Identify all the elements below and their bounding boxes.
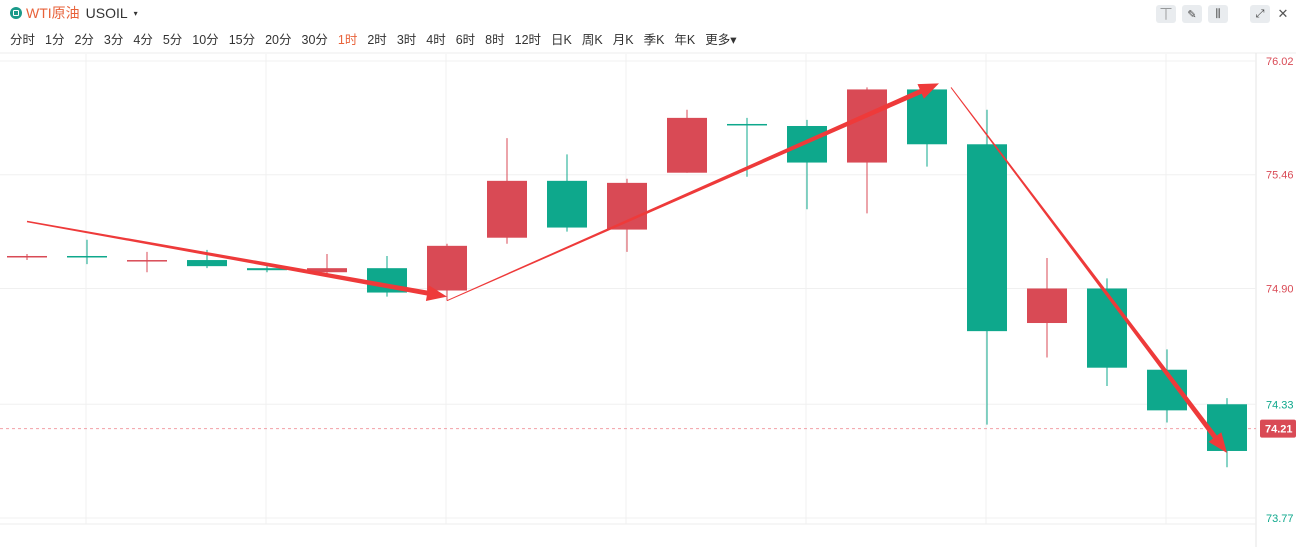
candle-body-7	[427, 245, 467, 291]
candle-body-14	[847, 89, 887, 163]
pencil-icon[interactable]: ✎	[1182, 5, 1202, 23]
tab-17[interactable]: 日K	[551, 33, 572, 47]
tab-0[interactable]: 分时	[10, 33, 36, 47]
tab-1[interactable]: 1分	[45, 33, 65, 47]
y-tick-label-3: 74.33	[1266, 399, 1294, 411]
symbol-title[interactable]: WTI原油 USOIL ▾	[10, 4, 138, 22]
candle-body-4	[247, 268, 287, 271]
tab-6[interactable]: 10分	[192, 33, 219, 47]
tab-15[interactable]: 8时	[485, 33, 505, 47]
candle-body-16	[967, 144, 1007, 332]
candle-body-0	[7, 255, 47, 258]
trend-arrow-2	[950, 87, 1227, 454]
candle-body-13	[787, 125, 827, 163]
tab-14[interactable]: 6时	[455, 33, 476, 47]
close-icon[interactable]: ✕	[1277, 6, 1289, 21]
tab-13[interactable]: 4时	[426, 33, 446, 47]
tab-21[interactable]: 年K	[674, 33, 696, 47]
chart-header: WTI原油 USOIL ▾ 分时 1分 2分 3分 4分 5分 10分 15分 20分 30分 1时…	[0, 0, 1296, 52]
candle-body-3	[187, 260, 227, 267]
symbol-icon	[10, 7, 22, 19]
candle-body-11	[667, 117, 707, 173]
timeframe-tabs: 分时 1分 2分 3分 4分 5分 10分 15分 20分 30分 1时 2时 3时 4时 6时 8时 12时日…	[10, 29, 747, 48]
tab-12[interactable]: 3时	[396, 33, 417, 47]
tab-10[interactable]: 1时	[337, 33, 358, 47]
fullscreen-icon[interactable]: ⤢	[1250, 5, 1270, 23]
y-tick-label-1: 75.46	[1266, 170, 1294, 182]
tab-4[interactable]: 4分	[133, 33, 153, 47]
candle-body-18	[1087, 288, 1127, 368]
current-price-tag	[1260, 419, 1296, 438]
candle-body-9	[547, 180, 587, 228]
tab-5[interactable]: 5分	[162, 33, 183, 47]
candle-body-1	[67, 255, 107, 258]
candle-body-2	[127, 260, 167, 262]
tab-18[interactable]: 周K	[581, 33, 603, 47]
tab-16[interactable]: 12时	[514, 33, 542, 47]
trend-arrow-0	[26, 220, 448, 301]
symbol-name: WTI原油	[26, 5, 80, 21]
candle-body-17	[1027, 288, 1067, 324]
toolbar: ⏉ ✎ ⫼ ⤢ ✕	[1156, 5, 1290, 23]
tab-7[interactable]: 15分	[228, 33, 256, 47]
chevron-down-icon[interactable]: ▾	[133, 8, 138, 18]
tab-8[interactable]: 20分	[265, 33, 292, 47]
y-tick-label-0: 76.02	[1266, 56, 1294, 68]
trend-arrow-1	[446, 83, 939, 302]
candle-body-10	[607, 182, 647, 230]
tab-3[interactable]: 3分	[103, 33, 124, 47]
tab-22[interactable]: 更多▾	[705, 33, 737, 47]
current-price-label: 74.21	[1265, 424, 1293, 436]
tab-11[interactable]: 2时	[367, 33, 387, 47]
candle-type-icon[interactable]: ⫼	[1208, 5, 1228, 23]
tab-9[interactable]: 30分	[301, 33, 328, 47]
symbol-code: USOIL	[85, 5, 128, 21]
draw-line-icon[interactable]: ⏉	[1156, 5, 1176, 23]
tab-19[interactable]: 月K	[612, 33, 634, 47]
candle-body-15	[907, 89, 947, 145]
candle-body-12	[727, 123, 767, 126]
candle-body-5	[307, 268, 347, 273]
tab-2[interactable]: 2分	[74, 33, 94, 47]
tab-20[interactable]: 季K	[643, 33, 665, 47]
y-tick-label-2: 74.90	[1266, 283, 1294, 295]
y-tick-label-4: 73.77	[1266, 513, 1294, 525]
candle-body-8	[487, 180, 527, 238]
